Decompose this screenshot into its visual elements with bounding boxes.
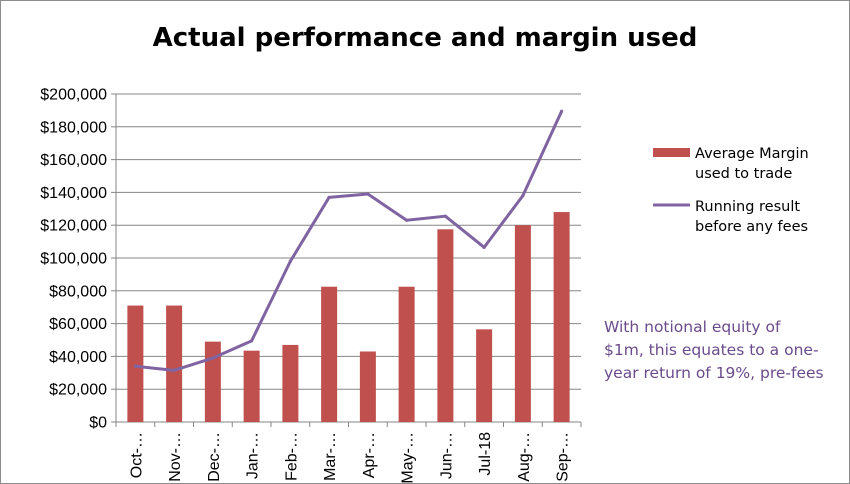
bar	[553, 212, 570, 422]
x-tick-label: Jul-18	[477, 432, 494, 476]
line-point	[327, 195, 331, 199]
x-tick-label: Mar-…	[322, 432, 339, 481]
y-tick-label: $100,000	[40, 251, 107, 268]
x-tick-label: Jun-…	[438, 432, 455, 479]
x-tick-label: Dec-…	[206, 432, 223, 482]
line-point	[288, 259, 292, 263]
x-tick-label: May-…	[400, 432, 417, 483]
bar	[321, 286, 338, 422]
legend-label-margin: used to trade	[695, 166, 792, 182]
y-tick-label: $160,000	[40, 152, 107, 169]
bar	[282, 344, 299, 422]
y-tick-label: $60,000	[49, 316, 107, 333]
line-point	[482, 245, 486, 249]
line-point	[250, 339, 254, 343]
line-point	[405, 218, 409, 222]
bar	[127, 305, 144, 422]
bar	[437, 229, 454, 422]
y-tick-label: $20,000	[49, 382, 107, 399]
line-point	[366, 192, 370, 196]
annotation-text: With notional equity of	[604, 318, 781, 336]
line-point	[521, 194, 525, 198]
legend-swatch-bar	[653, 148, 690, 157]
running-result-line	[135, 110, 563, 372]
annotation-text: year return of 19%, pre-fees	[604, 364, 824, 382]
y-tick-label: $40,000	[49, 349, 107, 366]
line-point	[172, 368, 176, 372]
annotation-text: $1m, this equates to a one-	[604, 341, 819, 359]
x-tick-label: Sep-…	[555, 432, 572, 482]
line-point	[211, 356, 215, 360]
bar	[166, 305, 183, 422]
y-tick-label: $180,000	[40, 119, 107, 136]
x-tick-label: Apr-…	[361, 432, 378, 478]
bar	[243, 350, 260, 422]
bar	[359, 351, 376, 422]
chart-title: Actual performance and margin used	[153, 23, 698, 53]
line-point	[443, 214, 447, 218]
line-point	[560, 109, 564, 113]
bar	[514, 225, 531, 422]
y-tick-label: $200,000	[40, 87, 107, 104]
bar	[204, 341, 221, 422]
bar	[398, 286, 415, 422]
y-tick-label: $80,000	[49, 283, 107, 300]
y-tick-label: $140,000	[40, 185, 107, 202]
x-tick-label: Nov-…	[167, 432, 184, 482]
y-tick-label: $0	[89, 415, 107, 432]
x-tick-label: Jan-…	[245, 432, 262, 479]
legend-label-margin: Average Margin	[695, 146, 809, 162]
x-tick-label: Feb-…	[283, 432, 300, 481]
legend-label-running: Running result	[695, 199, 800, 215]
legend-label-running: before any fees	[695, 219, 808, 235]
bar	[476, 329, 493, 422]
x-tick-label: Aug-…	[516, 432, 533, 482]
x-tick-label: Oct-…	[128, 432, 145, 478]
y-tick-label: $120,000	[40, 218, 107, 235]
line-point	[133, 364, 137, 368]
